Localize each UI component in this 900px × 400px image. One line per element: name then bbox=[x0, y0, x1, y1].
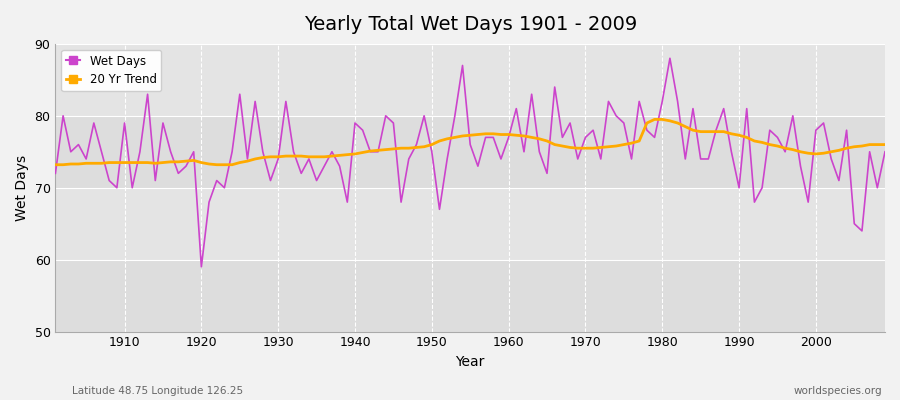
Text: Latitude 48.75 Longitude 126.25: Latitude 48.75 Longitude 126.25 bbox=[72, 386, 243, 396]
Legend: Wet Days, 20 Yr Trend: Wet Days, 20 Yr Trend bbox=[61, 50, 161, 91]
Y-axis label: Wet Days: Wet Days bbox=[15, 155, 29, 221]
Bar bbox=[56, 44, 885, 116]
Title: Yearly Total Wet Days 1901 - 2009: Yearly Total Wet Days 1901 - 2009 bbox=[303, 15, 637, 34]
Text: worldspecies.org: worldspecies.org bbox=[794, 386, 882, 396]
Bar bbox=[56, 260, 885, 332]
Bar bbox=[56, 188, 885, 260]
X-axis label: Year: Year bbox=[455, 355, 485, 369]
Bar bbox=[56, 116, 885, 188]
